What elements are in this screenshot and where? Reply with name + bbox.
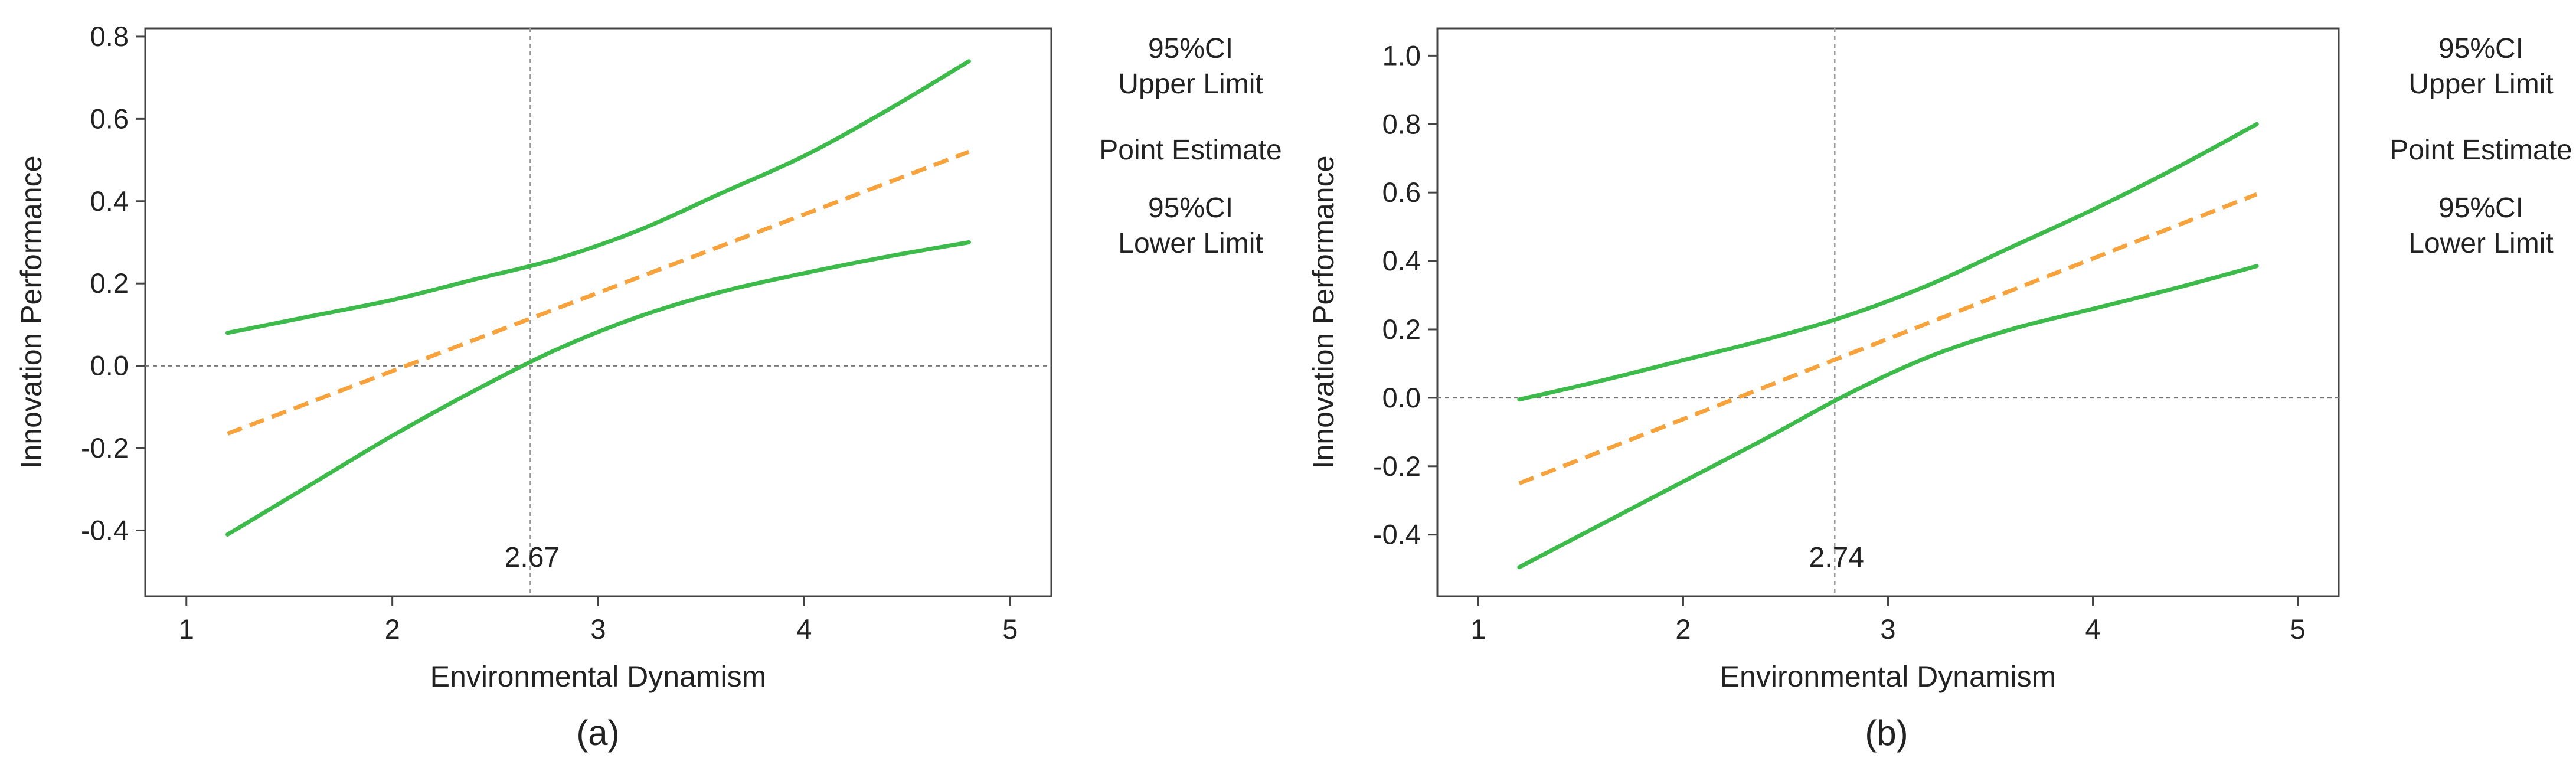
legend-label-lower: Lower Limit bbox=[1118, 228, 1263, 259]
legend-label-lower: 95%CI bbox=[1148, 192, 1233, 224]
legend-label-upper: 95%CI bbox=[2438, 33, 2523, 64]
panel-label: (a) bbox=[576, 713, 619, 753]
cutoff-label: 2.74 bbox=[1809, 542, 1864, 573]
legend-label-upper: 95%CI bbox=[1148, 33, 1233, 64]
y-tick-label: -0.4 bbox=[1373, 519, 1421, 550]
legend-label-upper: Upper Limit bbox=[2408, 68, 2553, 100]
x-tick-label: 2 bbox=[1675, 613, 1691, 645]
y-tick-label: 0.4 bbox=[1382, 245, 1421, 276]
x-tick-label: 1 bbox=[179, 613, 194, 645]
y-tick-label: 0.4 bbox=[90, 185, 129, 217]
x-tick-label: 5 bbox=[2290, 613, 2306, 645]
legend-label-point: Point Estimate bbox=[1099, 135, 1282, 166]
y-tick-label: 0.0 bbox=[90, 350, 129, 381]
y-tick-label: 0.2 bbox=[90, 267, 129, 299]
plot-frame bbox=[144, 27, 1052, 597]
x-axis-label: Environmental Dynamism bbox=[1720, 660, 2057, 693]
x-tick-label: 4 bbox=[2085, 613, 2100, 645]
cutoff-label: 2.67 bbox=[505, 542, 560, 573]
y-tick-label: -0.2 bbox=[1373, 450, 1421, 482]
y-tick-label: -0.4 bbox=[81, 514, 129, 545]
y-tick-label: 1.0 bbox=[1382, 40, 1421, 71]
x-tick-label: 2 bbox=[385, 613, 400, 645]
y-tick-label: 0.0 bbox=[1382, 382, 1421, 413]
legend-label-point: Point Estimate bbox=[2389, 135, 2572, 166]
y-axis-label: Innovation Performance bbox=[15, 156, 48, 469]
x-tick-label: 3 bbox=[590, 613, 606, 645]
legend-label-lower: 95%CI bbox=[2438, 192, 2523, 224]
series-line-lower bbox=[1517, 264, 2259, 570]
y-tick-label: 0.6 bbox=[90, 103, 129, 134]
x-tick-label: 4 bbox=[796, 613, 812, 645]
y-tick-label: 0.2 bbox=[1382, 313, 1421, 345]
x-tick-label: 1 bbox=[1470, 613, 1486, 645]
legend-label-lower: Lower Limit bbox=[2408, 228, 2553, 259]
y-axis-label: Innovation Performance bbox=[1307, 156, 1340, 469]
legend-label-upper: Upper Limit bbox=[1118, 68, 1263, 100]
x-axis-label: Environmental Dynamism bbox=[430, 660, 767, 693]
chart-panel-b: 2.74 1 2 3 4 5 -0.4 -0.2 0.0 0.2 0.4 0.6 0.8 1.0 Envir… bbox=[1307, 27, 2572, 753]
series-line-point bbox=[1518, 192, 2258, 486]
y-tick-label: 0.8 bbox=[90, 21, 129, 52]
series-line-upper bbox=[225, 59, 971, 335]
x-tick-label: 5 bbox=[1002, 613, 1018, 645]
plot-frame bbox=[1436, 27, 2340, 597]
panel-label: (b) bbox=[1865, 713, 1908, 753]
y-tick-label: 0.8 bbox=[1382, 108, 1421, 139]
chart-panel-a: 2.67 1 2 3 4 5 -0.4 -0.2 0.0 0.2 0.4 0.6 0.8 Environm… bbox=[15, 21, 1282, 753]
series-line-upper bbox=[1517, 122, 2259, 402]
series-line-point bbox=[227, 149, 970, 436]
x-tick-label: 3 bbox=[1880, 613, 1895, 645]
y-tick-label: 0.6 bbox=[1382, 177, 1421, 208]
y-tick-label: -0.2 bbox=[81, 432, 129, 463]
series-line-lower bbox=[225, 240, 971, 537]
